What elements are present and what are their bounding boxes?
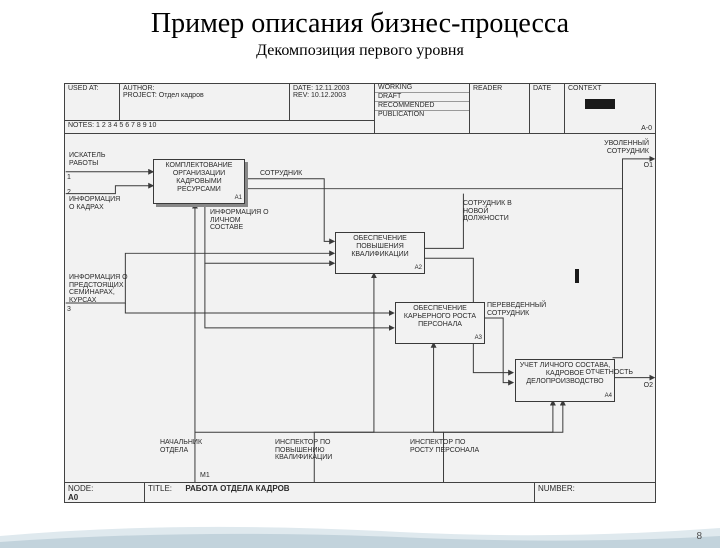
hdr-reader: READER <box>470 84 530 134</box>
hdr-project-value: Отдел кадров <box>159 92 204 99</box>
status-recommended: RECOMMENDED <box>375 102 469 111</box>
box-a3-id: A3 <box>475 335 482 342</box>
hdr-date2: DATE <box>530 84 565 134</box>
status-publication: PUBLICATION <box>375 111 469 120</box>
hdr-a-minus-0: A-0 <box>641 125 652 132</box>
hdr-rev-label: REV: <box>293 92 309 99</box>
status-draft: DRAFT <box>375 93 469 102</box>
hdr-author-project: AUTHOR: PROJECT: Отдел кадров <box>120 84 290 120</box>
box-a4-id: A4 <box>605 393 612 400</box>
label-sotrudnik: СОТРУДНИК <box>260 170 302 178</box>
hdr-context: CONTEXT A-0 <box>565 84 656 134</box>
box-a1: КОМПЛЕКТОВАНИЕ ОРГАНИЗАЦИИ КАДРОВЫМИ РЕС… <box>153 159 245 204</box>
ft-title: TITLE: РАБОТА ОТДЕЛА КАДРОВ <box>145 483 535 502</box>
label-i1: ИСКАТЕЛЬ РАБОТЫ <box>69 152 124 167</box>
decorative-swoosh <box>0 518 720 548</box>
box-a1-id: A1 <box>235 195 242 202</box>
box-a4: УЧЕТ ЛИЧНОГО СОСТАВА, КАДРОВОЕ ДЕЛОПРОИЗ… <box>515 359 615 402</box>
label-i3-num: 3 <box>67 306 71 314</box>
label-o2: ОТЧЕТНОСТЬ <box>585 369 633 377</box>
label-i2-num: 2 <box>67 189 71 197</box>
status-working: WORKING <box>375 84 469 93</box>
ft-title-value: РАБОТА ОТДЕЛА КАДРОВ <box>185 484 289 493</box>
ft-node-value: A0 <box>68 493 78 502</box>
label-i3: ИНФОРМАЦИЯ О ПРЕДСТОЯЩИХ СЕМИНАРАХ, КУРС… <box>69 274 139 305</box>
idef0-diagram-frame: USED AT: AUTHOR: PROJECT: Отдел кадров D… <box>64 83 656 503</box>
ft-node: NODE: A0 <box>65 483 145 502</box>
box-a2-label: ОБЕСПЕЧЕНИЕ ПОВЫШЕНИЯ КВАЛИФИКАЦИИ <box>351 235 408 258</box>
box-a2: ОБЕСПЕЧЕНИЕ ПОВЫШЕНИЯ КВАЛИФИКАЦИИ A2 <box>335 232 425 274</box>
ft-node-label: NODE: <box>68 484 93 493</box>
hdr-project-label: PROJECT: <box>123 92 157 99</box>
page-number: 8 <box>696 531 702 542</box>
label-pereved: ПЕРЕВЕДЕННЫЙ СОТРУДНИК <box>487 302 552 317</box>
hdr-used-at: USED AT: <box>65 84 120 120</box>
label-i1-num: 1 <box>67 174 71 182</box>
slide-subtitle: Декомпозиция первого уровня <box>0 42 720 60</box>
label-i2: ИНФОРМАЦИЯ О КАДРАХ <box>69 196 124 211</box>
diagram-body: КОМПЛЕКТОВАНИЕ ОРГАНИЗАЦИИ КАДРОВЫМИ РЕС… <box>65 134 655 482</box>
hdr-rev-value: 10.12.2003 <box>311 92 346 99</box>
hdr-notes-label: NOTES: <box>68 122 94 129</box>
label-o2-num: О2 <box>644 382 653 390</box>
hdr-notes: NOTES: 1 2 3 4 5 6 7 8 9 10 <box>65 120 375 134</box>
slide-title: Пример описания бизнес-процесса <box>0 8 720 40</box>
vertical-mark <box>575 269 579 283</box>
label-o1-num: О1 <box>644 162 653 170</box>
label-m3: ИНСПЕКТОР ПО РОСТУ ПЕРСОНАЛА <box>410 439 485 454</box>
ft-number: NUMBER: <box>535 483 656 502</box>
label-m2: ИНСПЕКТОР ПО ПОВЫШЕНИЮ КВАЛИФИКАЦИИ <box>275 439 355 462</box>
hdr-context-label: CONTEXT <box>568 85 601 92</box>
hdr-status: WORKING DRAFT RECOMMENDED PUBLICATION <box>375 84 470 134</box>
ft-title-label: TITLE: <box>148 484 172 493</box>
diagram-header: USED AT: AUTHOR: PROJECT: Отдел кадров D… <box>65 84 655 134</box>
label-m1: НАЧАЛЬНИК ОТДЕЛА <box>160 439 220 454</box>
hdr-notes-value: 1 2 3 4 5 6 7 8 9 10 <box>96 122 156 129</box>
box-a3-label: ОБЕСПЕЧЕНИЕ КАРЬЕРНОГО РОСТА ПЕРСОНАЛА <box>404 305 476 328</box>
hdr-author-label: AUTHOR: <box>123 85 155 92</box>
box-a2-id: A2 <box>415 265 422 272</box>
hdr-dates: DATE: 12.11.2003 REV: 10.12.2003 <box>290 84 375 120</box>
label-o1: УВОЛЕННЫЙ СОТРУДНИК <box>589 140 649 155</box>
hdr-date-value: 12.11.2003 <box>315 85 350 92</box>
label-lichnyi: ИНФОРМАЦИЯ О ЛИЧНОМ СОСТАВЕ <box>210 209 275 232</box>
box-a3: ОБЕСПЕЧЕНИЕ КАРЬЕРНОГО РОСТА ПЕРСОНАЛА A… <box>395 302 485 344</box>
diagram-footer: NODE: A0 TITLE: РАБОТА ОТДЕЛА КАДРОВ NUM… <box>65 482 655 502</box>
label-m1-num: М1 <box>200 472 210 480</box>
box-a1-label: КОМПЛЕКТОВАНИЕ ОРГАНИЗАЦИИ КАДРОВЫМИ РЕС… <box>166 162 233 193</box>
context-black-box <box>585 99 615 109</box>
hdr-date-label: DATE: <box>293 85 313 92</box>
label-novoi: СОТРУДНИК В НОВОЙ ДОЛЖНОСТИ <box>463 200 523 223</box>
